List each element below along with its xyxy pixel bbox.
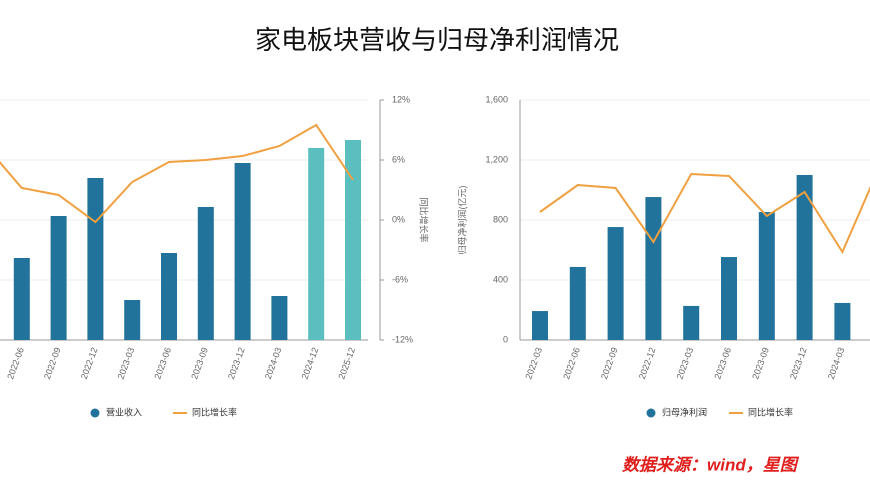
legend-label: 同比增长率	[748, 406, 793, 417]
bar	[607, 227, 624, 340]
source-note: 数据来源：wind，星图	[622, 455, 800, 474]
y-tick-label: 1,600	[485, 94, 508, 104]
legend-label: 营业收入	[106, 406, 142, 417]
x-tick-label: 2023-03	[116, 346, 137, 380]
x-tick-label: 2023-09	[189, 346, 210, 380]
x-tick-label: 2024-03	[826, 346, 847, 380]
x-tick-label: 2022-12	[637, 346, 658, 380]
bar	[234, 163, 251, 340]
x-tick-label: 2024-12	[300, 346, 321, 380]
x-tick-label: 2022-09	[599, 346, 620, 380]
x-tick-label: 2022-03	[523, 346, 544, 380]
y2-tick-label: 0%	[392, 214, 405, 224]
x-tick-label: 2023-03	[675, 346, 696, 380]
x-tick-label: 2023-12	[226, 346, 247, 380]
legend-label: 归母净利润	[662, 406, 707, 417]
y2-tick-label: -12%	[392, 334, 413, 344]
y-tick-label: 800	[493, 214, 508, 224]
y-tick-label: 400	[493, 274, 508, 284]
page-title: 家电板块营收与归母净利润情况	[255, 25, 619, 55]
legend-swatch	[646, 408, 656, 418]
bar	[721, 257, 737, 340]
bar	[308, 148, 325, 340]
y2-tick-label: 6%	[392, 154, 405, 164]
bar	[13, 258, 30, 340]
y-tick-label: 0	[503, 334, 508, 344]
x-tick-label: 2025-12	[336, 346, 357, 380]
bar	[124, 300, 141, 340]
bar	[569, 266, 586, 340]
bar	[796, 175, 813, 340]
x-tick-label: 2023-06	[152, 346, 173, 380]
x-tick-label: 2023-06	[712, 346, 733, 380]
x-tick-label: 2022-06	[5, 346, 26, 380]
legend-swatch	[90, 408, 100, 418]
line-series	[0, 123, 354, 224]
x-tick-label: 2022-12	[79, 346, 100, 380]
bar	[271, 296, 288, 340]
x-tick-label: 2024-03	[263, 346, 284, 380]
x-tick-label: 2023-12	[788, 346, 809, 380]
bar	[87, 178, 104, 340]
x-tick-label: 2022-06	[561, 346, 582, 380]
bar	[532, 311, 548, 340]
legend-label: 同比增长率	[192, 406, 237, 417]
bar	[50, 216, 67, 340]
y2-tick-label: -6%	[392, 274, 408, 284]
line-series	[539, 172, 870, 255]
x-tick-label: 2022-09	[42, 346, 63, 380]
y2-tick-label: 12%	[392, 94, 410, 104]
y2-axis-label: 同比增长率	[419, 197, 430, 242]
bar	[345, 140, 361, 340]
bar	[758, 212, 775, 340]
bar	[161, 253, 177, 340]
bar	[645, 197, 662, 340]
bar	[683, 305, 700, 340]
y-tick-label: 1,200	[485, 154, 508, 164]
y-axis-label: 归母净利润(亿元)	[456, 186, 467, 255]
x-tick-label: 2023-09	[750, 346, 771, 380]
bar	[834, 302, 851, 340]
bar	[197, 207, 214, 340]
